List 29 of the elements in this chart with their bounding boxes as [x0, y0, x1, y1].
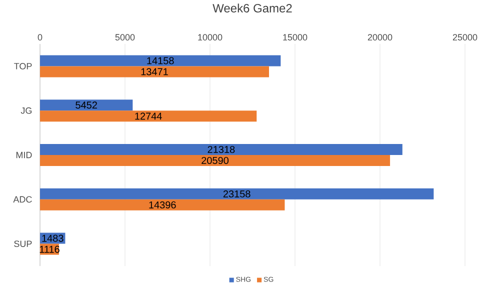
data-label: 13471	[141, 68, 168, 76]
bar	[40, 110, 257, 122]
data-label: 14158	[147, 57, 174, 64]
x-tick-label: 25000	[452, 34, 478, 40]
y-tick-label: MID	[16, 152, 32, 158]
data-label: 21318	[208, 146, 235, 154]
bar	[40, 199, 285, 210]
bar	[40, 100, 133, 111]
x-tick-label: 20000	[368, 34, 392, 40]
y-tick-label: SUP	[14, 240, 32, 247]
data-label: 14396	[149, 201, 176, 208]
x-tick-label: 5000	[115, 34, 135, 40]
y-tick-label: ADC	[13, 196, 32, 203]
bar	[40, 144, 402, 155]
data-label: 1483	[42, 234, 64, 242]
x-tick-label: 10000	[198, 34, 222, 40]
data-label: 20590	[202, 156, 229, 164]
bar	[40, 154, 390, 166]
x-tick-label: 15000	[283, 34, 308, 40]
data-label: 12744	[135, 112, 162, 120]
data-label: 5452	[76, 102, 97, 109]
x-tick-label: 0	[38, 34, 42, 40]
data-label: 23158	[223, 190, 250, 198]
bar	[40, 55, 281, 66]
y-tick-label: JG	[20, 107, 32, 114]
bar	[40, 66, 270, 78]
y-tick-label: TOP	[14, 63, 32, 70]
chart-title: Week6 Game2	[212, 4, 292, 12]
bar	[40, 188, 434, 200]
